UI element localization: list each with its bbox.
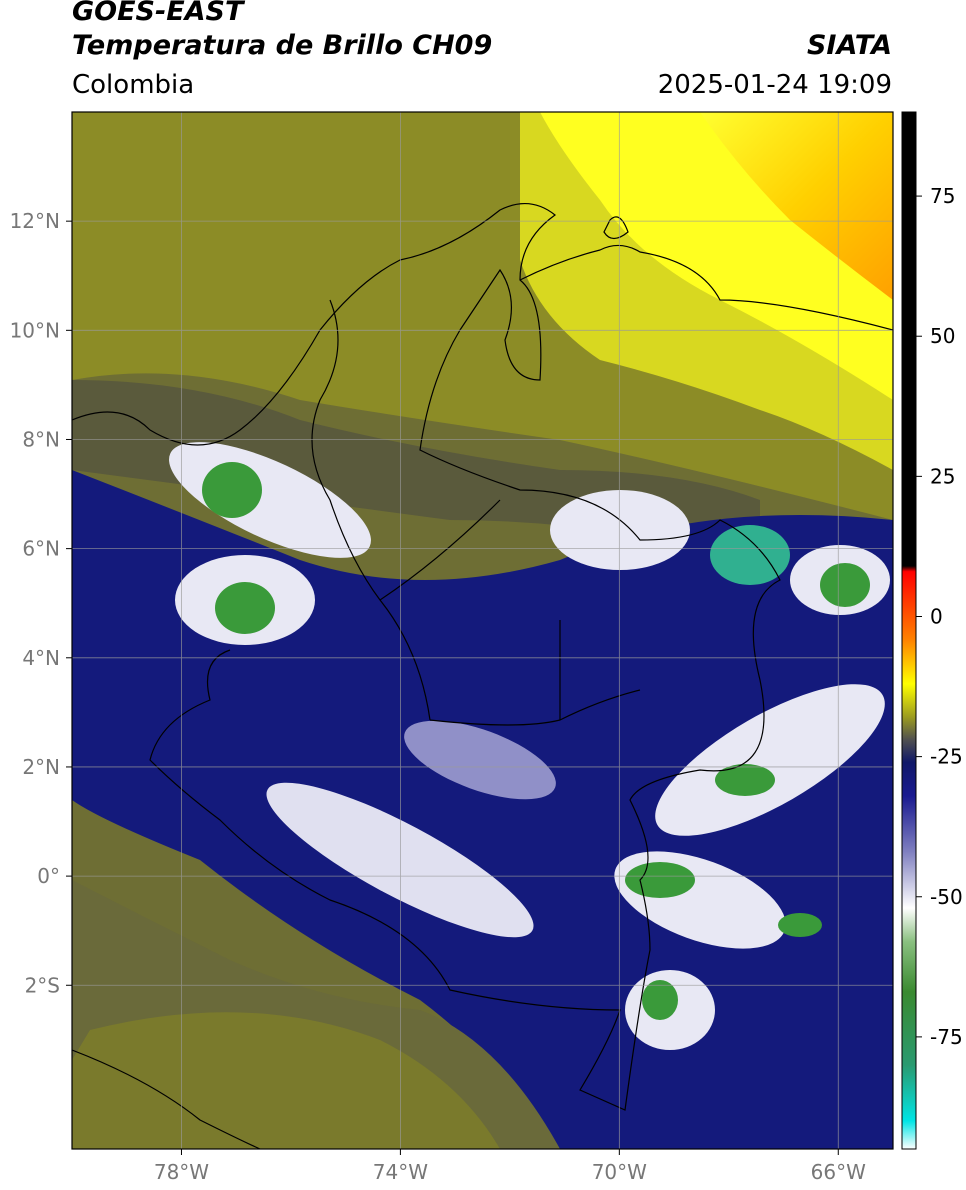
colorbar: 75 50 25 0 -25 -50 -75 xyxy=(901,111,963,1150)
lat-tick-label: 6°N xyxy=(22,537,60,561)
graticule xyxy=(72,112,893,1149)
colorbar-tick-label: 75 xyxy=(930,184,955,208)
colorbar-tick-label: -75 xyxy=(930,1025,963,1049)
lat-tick-label: 12°N xyxy=(10,209,60,233)
datetime-label: 2025-01-24 19:09 xyxy=(657,70,892,100)
brightness-temperature-field xyxy=(72,112,893,1149)
lon-tick-label: 74°W xyxy=(373,1160,428,1184)
lat-tick-label: 4°N xyxy=(22,646,60,670)
region-label: Colombia xyxy=(72,70,195,100)
colorbar-tick-label: 0 xyxy=(930,604,943,628)
colorbar-tick-label: -50 xyxy=(930,885,963,909)
lat-tick-label: 2°N xyxy=(22,755,60,779)
colorbar-tick-label: -25 xyxy=(930,745,963,769)
satellite-title: GOES-EAST xyxy=(72,0,244,27)
agency-label: SIATA xyxy=(806,30,892,61)
lat-tick-label: 10°N xyxy=(10,318,60,342)
product-title: Temperatura de Brillo CH09 xyxy=(72,30,493,61)
colorbar-tick-label: 25 xyxy=(930,464,955,488)
lon-tick-label: 78°W xyxy=(154,1160,209,1184)
lat-tick-label: 0° xyxy=(37,864,60,888)
lon-tick-label: 66°W xyxy=(811,1160,866,1184)
lat-tick-label: 2°S xyxy=(25,973,60,997)
map-frame xyxy=(71,111,894,1150)
longitude-ticks: 78°W 74°W 70°W 66°W xyxy=(154,1149,866,1184)
colorbar-tick-label: 50 xyxy=(930,324,955,348)
political-borders xyxy=(72,203,893,1149)
latitude-ticks: 12°N 10°N 8°N 6°N 4°N 2°N 0° 2°S xyxy=(10,209,72,997)
lon-tick-label: 70°W xyxy=(592,1160,647,1184)
lat-tick-label: 8°N xyxy=(22,427,60,451)
